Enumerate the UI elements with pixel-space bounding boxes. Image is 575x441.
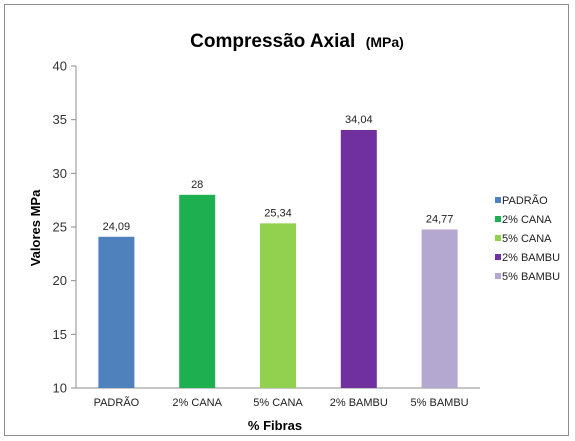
legend-label: 5% BAMBU — [502, 271, 560, 283]
legend-swatch — [495, 254, 501, 260]
y-axis-label: Valores MPa — [28, 189, 43, 266]
y-tick-label: 35 — [53, 112, 67, 127]
x-tick-label: PADRÃO — [94, 396, 140, 409]
legend-label: 2% BAMBU — [502, 252, 560, 264]
bar — [179, 194, 216, 388]
legend-label: 2% CANA — [502, 214, 552, 226]
y-tick-label: 10 — [53, 381, 67, 396]
data-label: 25,34 — [264, 207, 292, 219]
bar — [421, 229, 458, 388]
legend-swatch — [495, 197, 501, 203]
plot-area: 10 15 20 25 30 35 40 24,09 PADRÃO 28 2% CANA 25,34 5… — [53, 59, 480, 409]
legend-label: 5% CANA — [502, 233, 552, 245]
x-tick-label: 5% CANA — [253, 397, 303, 409]
y-tick-label: 40 — [53, 59, 67, 74]
data-label: 24,77 — [426, 213, 454, 225]
y-tick-label: 25 — [53, 220, 67, 235]
x-tick-label: 2% CANA — [172, 397, 222, 409]
chart-title-unit: (MPa) — [366, 34, 404, 50]
data-label: 34,04 — [345, 114, 373, 126]
x-tick-label: 2% BAMBU — [330, 397, 388, 409]
legend-swatch — [495, 216, 501, 222]
legend-swatch — [495, 235, 501, 241]
legend: PADRÃO 2% CANA 5% CANA 2% BAMBU 5% BAMBU — [495, 194, 560, 283]
bar — [260, 223, 296, 388]
data-label: 28 — [191, 179, 203, 191]
legend-label: PADRÃO — [502, 194, 548, 207]
y-tick-label: 20 — [53, 273, 67, 288]
y-tick-label: 30 — [53, 166, 67, 181]
x-axis-label: % Fibras — [248, 418, 302, 433]
bar — [98, 236, 135, 388]
chart-title-main: Compressão Axial — [190, 31, 355, 52]
chart-title: Compressão Axial (MPa) — [190, 31, 404, 52]
data-label: 24,09 — [103, 221, 131, 233]
x-tick-label: 5% BAMBU — [411, 397, 469, 409]
y-tick-label: 15 — [53, 327, 67, 342]
legend-swatch — [495, 273, 501, 279]
bar — [340, 129, 377, 388]
